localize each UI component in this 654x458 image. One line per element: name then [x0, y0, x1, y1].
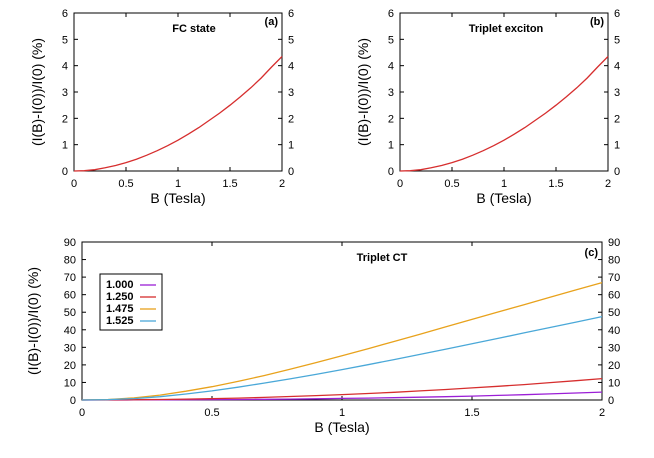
y2-tick-label: 5 — [614, 34, 620, 46]
y-tick-label: 1 — [62, 140, 68, 152]
x-tick-label: 2 — [279, 178, 285, 190]
y-tick-label: 40 — [64, 325, 76, 337]
y2-tick-label: 80 — [608, 255, 620, 267]
series-line — [73, 56, 283, 172]
series-line-1.250 — [81, 377, 603, 401]
x-tick-label: 2 — [599, 407, 605, 419]
x-tick-label: 1 — [339, 407, 345, 419]
legend-label: 1.525 — [106, 315, 134, 327]
y-tick-label: 10 — [64, 377, 76, 389]
y-tick-label: 6 — [62, 8, 68, 20]
y-tick-label: 0 — [70, 395, 76, 407]
y-axis-label: (I(B)-I(0))/I(0) (%) — [25, 267, 41, 375]
panel-title: Triplet exciton — [469, 23, 544, 35]
y2-tick-label: 10 — [608, 377, 620, 389]
y-tick-label: 20 — [64, 360, 76, 372]
series-line-1.525 — [81, 315, 603, 401]
y2-tick-label: 1 — [614, 140, 620, 152]
y2-tick-label: 40 — [608, 325, 620, 337]
y2-tick-label: 2 — [288, 113, 294, 125]
y-tick-label: 90 — [64, 237, 76, 249]
plot-frame — [73, 12, 283, 172]
x-tick-label: 0 — [71, 178, 77, 190]
y2-tick-label: 1 — [288, 140, 294, 152]
series-line — [399, 56, 609, 172]
y-tick-label: 0 — [388, 166, 394, 178]
x-tick-label: 0.5 — [444, 178, 459, 190]
legend-label: 1.000 — [106, 279, 134, 291]
series-line-1.475 — [81, 281, 603, 401]
y-axis-label: (I(B)-I(0))/I(0) (%) — [355, 38, 371, 146]
y-tick-label: 3 — [388, 87, 394, 99]
y2-tick-label: 0 — [288, 166, 294, 178]
y-tick-label: 70 — [64, 272, 76, 284]
y2-tick-label: 70 — [608, 272, 620, 284]
x-tick-label: 0 — [397, 178, 403, 190]
panel-tag: (b) — [590, 16, 604, 28]
y2-tick-label: 90 — [608, 237, 620, 249]
y2-tick-label: 4 — [288, 61, 294, 73]
y2-tick-label: 0 — [608, 395, 614, 407]
y2-tick-label: 3 — [288, 87, 294, 99]
y-tick-label: 5 — [388, 34, 394, 46]
x-tick-label: 1 — [175, 178, 181, 190]
x-axis-label: B (Tesla) — [476, 190, 531, 206]
y2-tick-label: 6 — [614, 8, 620, 20]
y-tick-label: 30 — [64, 342, 76, 354]
y2-tick-label: 0 — [614, 166, 620, 178]
y2-tick-label: 20 — [608, 360, 620, 372]
x-tick-label: 0.5 — [118, 178, 133, 190]
x-tick-label: 0.5 — [204, 407, 219, 419]
x-tick-label: 0 — [79, 407, 85, 419]
y-tick-label: 2 — [388, 113, 394, 125]
y2-tick-label: 60 — [608, 290, 620, 302]
y2-tick-label: 4 — [614, 61, 620, 73]
y2-tick-label: 5 — [288, 34, 294, 46]
y-axis-label: (I(B)-I(0))/I(0) (%) — [29, 38, 45, 146]
y2-tick-label: 3 — [614, 87, 620, 99]
x-tick-label: 1 — [501, 178, 507, 190]
y2-tick-label: 2 — [614, 113, 620, 125]
y-tick-label: 0 — [62, 166, 68, 178]
y2-tick-label: 50 — [608, 307, 620, 319]
y-tick-label: 3 — [62, 87, 68, 99]
chart-panel-3: 0 0.5 1 1.5 20102030405060708090010203040506… — [25, 237, 620, 435]
x-tick-label: 1.5 — [464, 407, 479, 419]
x-axis-label: B (Tesla) — [314, 419, 369, 435]
plot-frame — [399, 12, 609, 172]
y-tick-label: 60 — [64, 290, 76, 302]
x-tick-label: 1.5 — [222, 178, 237, 190]
panel-tag: (c) — [585, 247, 599, 259]
y-tick-label: 2 — [62, 113, 68, 125]
y-tick-label: 6 — [388, 8, 394, 20]
panel-title: Triplet CT — [357, 252, 408, 264]
y2-tick-label: 6 — [288, 8, 294, 20]
panel-title: FC state — [172, 23, 215, 35]
legend-label: 1.475 — [106, 303, 134, 315]
y2-tick-label: 30 — [608, 342, 620, 354]
y-tick-label: 5 — [62, 34, 68, 46]
y-tick-label: 80 — [64, 255, 76, 267]
x-tick-label: 2 — [605, 178, 611, 190]
y-tick-label: 50 — [64, 307, 76, 319]
panel-tag: (a) — [265, 16, 279, 28]
x-tick-label: 1.5 — [548, 178, 563, 190]
y-tick-label: 4 — [62, 61, 68, 73]
legend-label: 1.250 — [106, 291, 134, 303]
y-tick-label: 1 — [388, 140, 394, 152]
y-tick-label: 4 — [388, 61, 394, 73]
x-axis-label: B (Tesla) — [150, 190, 205, 206]
